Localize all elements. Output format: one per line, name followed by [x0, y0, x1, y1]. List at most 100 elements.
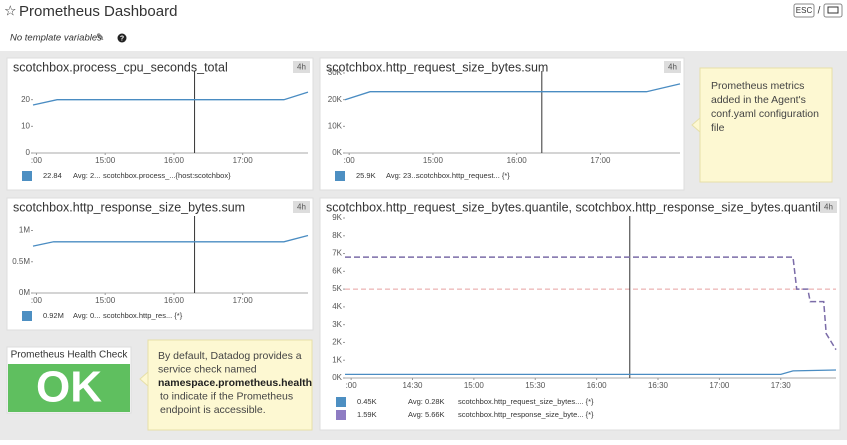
legend-swatch — [336, 397, 346, 407]
x-tick-label: 16:00 — [164, 296, 185, 305]
x-tick-label: 15:00 — [464, 381, 485, 390]
edit-icon[interactable]: ✎ — [96, 33, 104, 44]
tv-mode-button[interactable] — [823, 3, 843, 18]
timeframe-badge — [820, 201, 837, 213]
monitor-icon — [827, 6, 839, 14]
legend-swatch — [22, 311, 32, 321]
legend-name: scotchbox.process_...{host:scotchbox} — [103, 171, 231, 180]
help-icon-mark: ? — [120, 35, 124, 42]
x-tick-label: 15:00 — [95, 296, 116, 305]
widget-title: scotchbox.http_request_size_bytes.sum — [326, 60, 548, 74]
widget: scotchbox.http_request_size_bytes.sum 4h 0… — [319, 57, 685, 191]
legend-avg: Avg: 0... — [73, 311, 100, 320]
legend-value: 0.45K — [357, 397, 377, 406]
legend-avg: Avg: 2... — [73, 171, 100, 180]
template-variables: No template variables — [10, 33, 102, 44]
timeframe-badge — [664, 61, 681, 73]
esc-label: ESC — [796, 6, 813, 15]
widget-box — [6, 197, 314, 331]
widget-title: scotchbox.process_cpu_seconds_total — [13, 60, 228, 74]
legend-value: 1.59K — [357, 410, 377, 419]
y-tick-label: 0M — [19, 288, 30, 297]
series-line — [345, 369, 837, 376]
x-tick-label: 15:30 — [525, 381, 546, 390]
y-tick-label: 6K — [332, 266, 342, 275]
y-tick-label: 1M — [19, 226, 30, 235]
esc-button[interactable] — [793, 3, 815, 18]
legend-swatch — [335, 171, 345, 181]
x-tick-label: 15:00 — [95, 156, 116, 165]
x-tick-label: :00 — [344, 156, 356, 165]
y-tick-label: 7K — [332, 249, 342, 258]
widget-title: scotchbox.http_request_size_bytes.quanti… — [326, 200, 828, 214]
status-text: OK — [36, 363, 102, 412]
timeframe-label: 4h — [668, 63, 677, 72]
note-line: to indicate if the Prometheus — [160, 390, 293, 402]
x-tick-label: 16:00 — [587, 381, 608, 390]
note-text: Prometheus metrics added in the Agent's co… — [711, 80, 819, 134]
note-bold: namespace.prometheus.health — [158, 377, 312, 389]
health-check: Prometheus Health Check OK — [6, 346, 132, 414]
series-line — [32, 234, 309, 247]
series-line — [344, 83, 681, 101]
note-pointer — [139, 370, 149, 388]
x-tick-label: :00 — [31, 156, 43, 165]
series-line — [345, 256, 837, 351]
note-line: By default, Datadog provides a — [158, 350, 302, 362]
legend-avg: Avg: 23... — [386, 171, 418, 180]
widget: scotchbox.http_response_size_bytes.sum 4h… — [6, 197, 314, 331]
legend-value: 0.92M — [43, 311, 64, 320]
y-tick-label: 0.5M — [12, 257, 30, 266]
star-icon[interactable]: ☆ — [4, 3, 17, 19]
note-line: Prometheus metrics — [711, 80, 804, 92]
x-tick-label: 16:00 — [507, 156, 528, 165]
header-bar — [0, 0, 847, 51]
legend-name: scotchbox.http_response_size_byte... {*} — [458, 410, 594, 419]
y-tick-label: 1K — [332, 355, 342, 364]
y-tick-label: 20K — [328, 95, 343, 104]
legend-avg: Avg: 0.28K — [408, 397, 445, 406]
y-tick-label: 3K — [332, 320, 342, 329]
x-tick-label: 17:00 — [590, 156, 611, 165]
note-pointer — [691, 116, 701, 134]
y-tick-label: 10K — [328, 121, 343, 130]
legend-name: scotchbox.http_res... {*} — [103, 311, 183, 320]
legend-name: scotchbox.http_request... {*} — [416, 171, 510, 180]
help-icon[interactable] — [117, 33, 127, 43]
note-line: service check named — [158, 363, 257, 375]
note-box — [147, 339, 313, 431]
timeframe-label: 4h — [297, 63, 306, 72]
x-tick-label: :00 — [31, 296, 43, 305]
y-tick-label: 9K — [332, 213, 342, 222]
widget-box — [6, 57, 314, 191]
x-tick-label: 17:00 — [233, 296, 254, 305]
separator: / — [818, 6, 821, 17]
dashboard-title: Prometheus Dashboard — [19, 3, 177, 20]
series-line — [32, 91, 309, 106]
widget-title: scotchbox.http_response_size_bytes.sum — [13, 200, 245, 214]
y-tick-label: 10 — [21, 121, 30, 130]
x-tick-label: :00 — [346, 381, 358, 390]
timeframe-badge — [293, 61, 310, 73]
y-tick-label: 8K — [332, 231, 342, 240]
timeframe-label: 4h — [297, 203, 306, 212]
note-line: added in the Agent's — [711, 94, 806, 106]
widget-box — [319, 197, 841, 431]
legend-swatch — [22, 171, 32, 181]
widget: scotchbox.http_request_size_bytes.quanti… — [319, 197, 841, 431]
health-title: Prometheus Health Check — [11, 350, 129, 361]
timeframe-label: 4h — [824, 203, 833, 212]
widget: scotchbox.process_cpu_seconds_total 4h 0 10… — [6, 57, 314, 191]
legend-value: 25.9K — [356, 171, 376, 180]
note-line: file — [711, 122, 725, 134]
y-tick-label: 0K — [332, 148, 342, 157]
timeframe-badge — [293, 201, 310, 213]
note-line: conf.yaml configuration — [711, 108, 819, 120]
note-box — [699, 67, 833, 183]
y-tick-label: 20 — [21, 95, 30, 104]
x-tick-label: 16:30 — [648, 381, 669, 390]
note-1: Prometheus metrics added in the Agent's co… — [691, 67, 833, 183]
